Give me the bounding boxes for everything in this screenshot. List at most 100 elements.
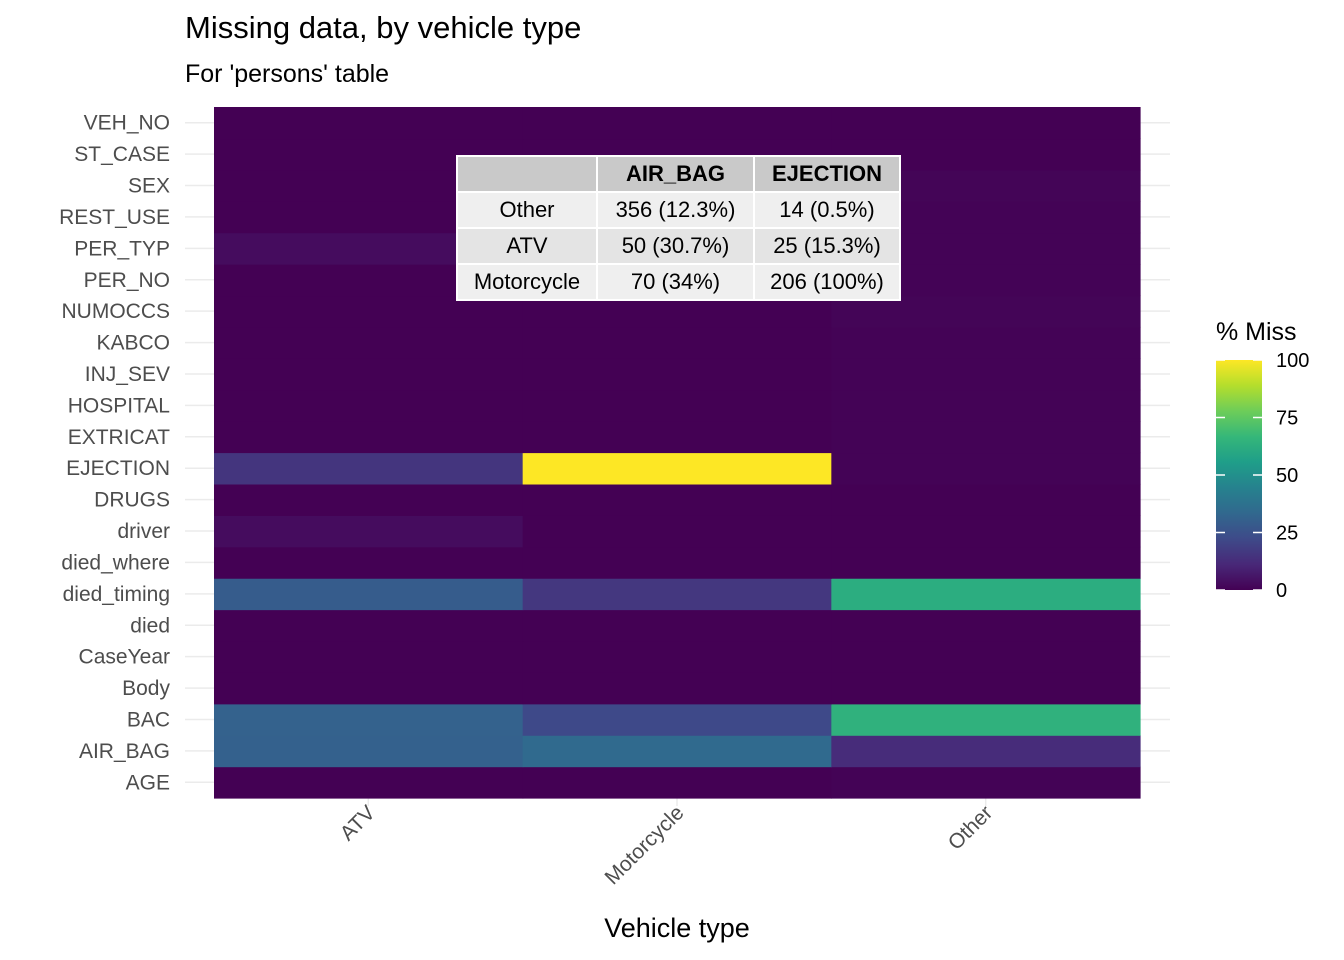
heatmap-cell [214,326,524,359]
heatmap-cell [214,703,524,736]
y-tick-label: driver [117,520,170,543]
heatmap-cell [522,107,832,140]
table-cell: 50 (30.7%) [596,227,755,265]
heatmap-cell [214,358,524,391]
y-tick-label: PER_NO [84,269,170,292]
chart-title: Missing data, by vehicle type [185,10,582,45]
table-header-cell [456,155,598,193]
heatmap-cell [522,578,832,611]
heatmap-cell [214,515,524,548]
table-header-cell: EJECTION [753,155,901,193]
heatmap-cell [831,326,1141,359]
heatmap-cell [522,546,832,579]
heatmap-cell [522,766,832,799]
legend-tick-label: 50 [1276,465,1298,487]
y-tick-label: EJECTION [66,457,170,480]
heatmap-cell [214,483,524,516]
heatmap-cell [522,358,832,391]
y-tick-label: SEX [128,175,170,198]
y-tick-label: REST_USE [59,206,170,229]
y-tick-label: died_timing [63,583,170,606]
table-cell: 356 (12.3%) [596,191,755,229]
heatmap-cell [522,640,832,673]
heatmap-cell [214,421,524,454]
table-cell: Motorcycle [456,263,598,301]
y-tick-label: AGE [126,771,170,794]
table-cell: Other [456,191,598,229]
heatmap-cell [831,609,1141,642]
y-tick-label: EXTRICAT [68,426,170,449]
legend-tick-label: 75 [1276,408,1298,430]
heatmap-cell [831,578,1141,611]
heatmap-cell [522,483,832,516]
table-row: Other 356 (12.3%) 14 (0.5%) [456,191,901,229]
table-cell: 14 (0.5%) [753,191,901,229]
heatmap-cell [831,452,1141,485]
heatmap-cell [831,546,1141,579]
heatmap-cell [522,703,832,736]
x-axis-title: Vehicle type [604,913,750,943]
x-tick-label: Motorcycle [600,801,688,889]
heatmap-cell [214,672,524,705]
y-tick-label: VEH_NO [84,112,170,135]
y-tick-label: BAC [127,708,170,731]
y-tick-label: ST_CASE [74,143,170,166]
heatmap-cell [831,735,1141,768]
heatmap-cell [214,735,524,768]
heatmap-cell [214,546,524,579]
summary-table: AIR_BAG EJECTION Other 356 (12.3%) 14 (0… [456,155,901,301]
heatmap-cell [522,389,832,422]
legend-tick-label: 25 [1276,523,1298,545]
table-cell: 70 (34%) [596,263,755,301]
heatmap-cell [522,735,832,768]
heatmap-cell [522,672,832,705]
heatmap-cell [214,640,524,673]
heatmap-cell [831,389,1141,422]
legend-tick-label: 0 [1276,580,1287,602]
heatmap-cell [214,295,524,328]
y-tick-label: died [130,614,170,637]
table-cell: 206 (100%) [753,263,901,301]
y-tick-label: KABCO [96,332,170,355]
heatmap-cell [831,515,1141,548]
heatmap-cell [522,515,832,548]
table-cell: ATV [456,227,598,265]
heatmap-cell [831,358,1141,391]
heatmap-cell [831,421,1141,454]
legend-tick-label: 100 [1276,350,1309,372]
heatmap-cell [831,672,1141,705]
heatmap-cell [214,766,524,799]
heatmap-cell [214,107,524,140]
y-tick-label: HOSPITAL [68,394,170,417]
heatmap-cell [831,766,1141,799]
x-tick-label: ATV [336,801,380,845]
table-cell: 25 (15.3%) [753,227,901,265]
heatmap-cell [522,326,832,359]
legend-title: % Miss [1216,318,1297,346]
heatmap-cell [214,389,524,422]
heatmap-cell [522,421,832,454]
y-tick-label: INJ_SEV [85,363,170,386]
heatmap-cell [214,578,524,611]
table-row: Motorcycle 70 (34%) 206 (100%) [456,263,901,301]
heatmap-cell [522,295,832,328]
y-tick-label: DRUGS [94,489,170,512]
heatmap-cell [831,295,1141,328]
y-tick-label: NUMOCCS [62,300,171,323]
chart-subtitle: For 'persons' table [185,60,390,88]
heatmap-cell [831,640,1141,673]
x-tick-label: Other [944,801,997,854]
y-tick-label: died_where [61,551,170,574]
y-tick-label: PER_TYP [74,237,170,260]
heatmap-cell [214,452,524,485]
heatmap-cell [831,703,1141,736]
y-tick-label: Body [122,677,170,700]
heatmap-cell [831,107,1141,140]
y-tick-label: AIR_BAG [79,740,170,763]
y-tick-label: CaseYear [79,646,170,669]
heatmap-cell [214,609,524,642]
heatmap-cell [522,452,832,485]
table-header-cell: AIR_BAG [596,155,755,193]
table-row: ATV 50 (30.7%) 25 (15.3%) [456,227,901,265]
